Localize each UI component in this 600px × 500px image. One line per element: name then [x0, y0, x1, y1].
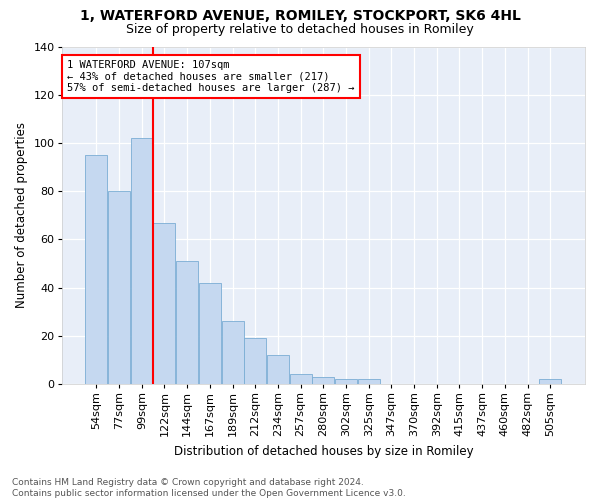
Bar [108, 191, 130, 384]
Text: 1 WATERFORD AVENUE: 107sqm
← 43% of detached houses are smaller (217)
57% of sem: 1 WATERFORD AVENUE: 107sqm ← 43% of deta… [67, 60, 355, 93]
Bar [313, 377, 334, 384]
Bar [267, 355, 289, 384]
Bar [335, 380, 357, 384]
Bar [244, 338, 266, 384]
X-axis label: Distribution of detached houses by size in Romiley: Distribution of detached houses by size … [173, 444, 473, 458]
Bar [154, 222, 175, 384]
Bar [199, 283, 221, 384]
Bar [358, 380, 380, 384]
Y-axis label: Number of detached properties: Number of detached properties [15, 122, 28, 308]
Bar [176, 261, 198, 384]
Bar [131, 138, 153, 384]
Bar [539, 380, 561, 384]
Bar [221, 322, 244, 384]
Text: Size of property relative to detached houses in Romiley: Size of property relative to detached ho… [126, 22, 474, 36]
Bar [290, 374, 311, 384]
Text: Contains HM Land Registry data © Crown copyright and database right 2024.
Contai: Contains HM Land Registry data © Crown c… [12, 478, 406, 498]
Text: 1, WATERFORD AVENUE, ROMILEY, STOCKPORT, SK6 4HL: 1, WATERFORD AVENUE, ROMILEY, STOCKPORT,… [80, 9, 520, 23]
Bar [85, 155, 107, 384]
